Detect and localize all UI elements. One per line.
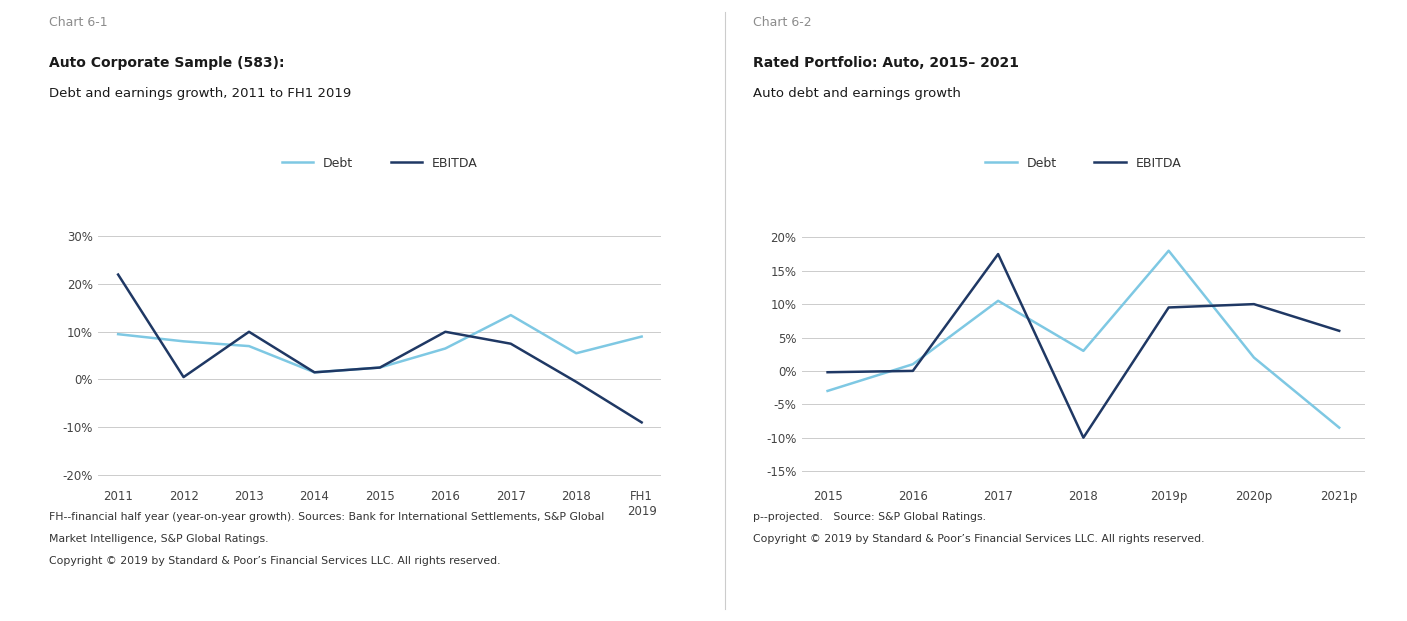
Text: Copyright © 2019 by Standard & Poor’s Financial Services LLC. All rights reserve: Copyright © 2019 by Standard & Poor’s Fi… [49, 556, 501, 566]
Text: Copyright © 2019 by Standard & Poor’s Financial Services LLC. All rights reserve: Copyright © 2019 by Standard & Poor’s Fi… [753, 534, 1204, 544]
Text: Chart 6-2: Chart 6-2 [753, 16, 812, 29]
Text: Market Intelligence, S&P Global Ratings.: Market Intelligence, S&P Global Ratings. [49, 534, 269, 544]
Text: Auto debt and earnings growth: Auto debt and earnings growth [753, 87, 961, 100]
Text: FH--financial half year (year-on-year growth). Sources: Bank for International S: FH--financial half year (year-on-year gr… [49, 512, 605, 522]
Text: Rated Portfolio: Auto, 2015– 2021: Rated Portfolio: Auto, 2015– 2021 [753, 56, 1019, 70]
Text: p--projected.   Source: S&P Global Ratings.: p--projected. Source: S&P Global Ratings… [753, 512, 986, 522]
Text: Debt and earnings growth, 2011 to FH1 2019: Debt and earnings growth, 2011 to FH1 20… [49, 87, 352, 100]
Text: Chart 6-1: Chart 6-1 [49, 16, 108, 29]
Text: Auto Corporate Sample (583):: Auto Corporate Sample (583): [49, 56, 284, 70]
Legend: Debt, EBITDA: Debt, EBITDA [281, 157, 478, 170]
Legend: Debt, EBITDA: Debt, EBITDA [985, 157, 1182, 170]
